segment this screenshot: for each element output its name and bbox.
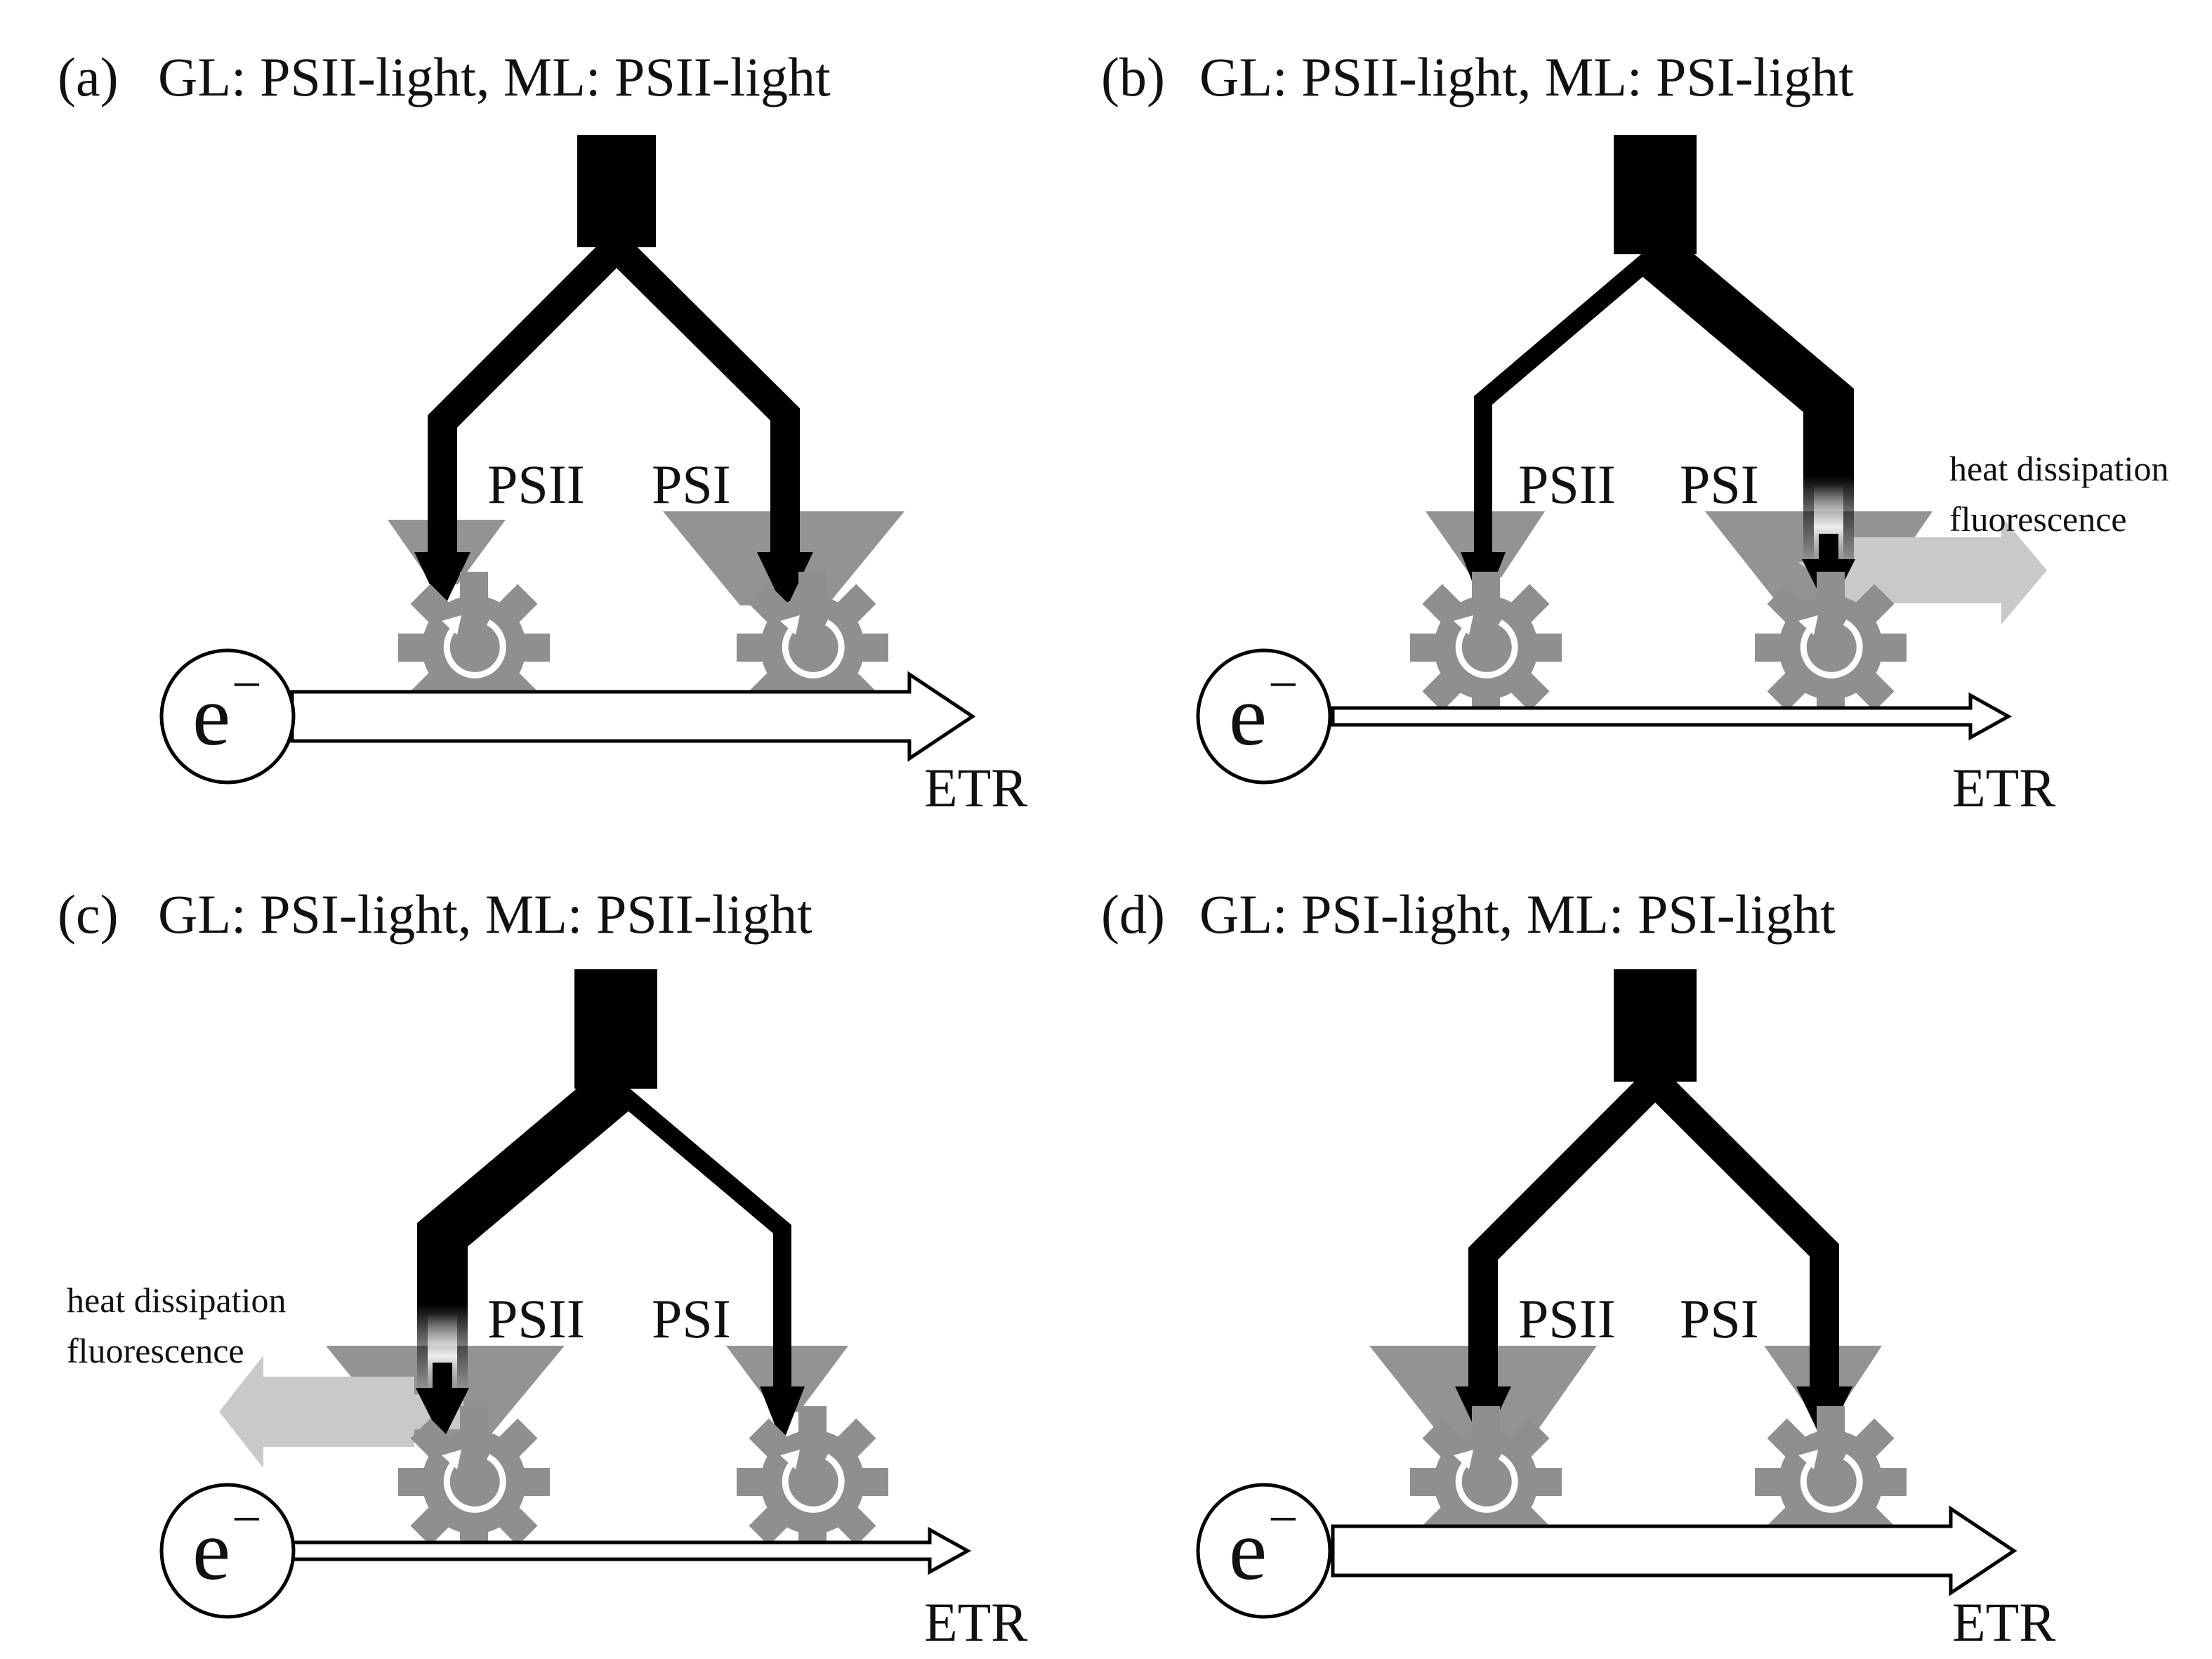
panel-c-title: GL: PSI-light, ML: PSII-light [158, 884, 812, 945]
panel-b-psii-label: PSII [1518, 454, 1616, 515]
panel-c-psi-arrowhead [760, 1386, 805, 1444]
svg-text:e: e [1229, 1503, 1267, 1598]
panel-c-psii-arrowhead [416, 1388, 469, 1441]
panel-d-etr-arrow [1331, 1505, 2017, 1596]
panel-b-title: GL: PSII-light, ML: PSI-light [1199, 46, 1854, 107]
panel-b-loss-arrow [1798, 516, 2047, 624]
panel-c-tag: (c) [58, 884, 119, 945]
panel-c-etr-label: ETR [924, 1592, 1027, 1653]
panel-d-tag: (d) [1101, 884, 1165, 945]
panel-c: (c) GL: PSI-light, ML: PSII-light PSII P… [58, 884, 1027, 1653]
panel-d-psi-label: PSI [1680, 1288, 1759, 1349]
panel-b-etr-arrow [1331, 692, 2013, 741]
panel-c-loss-arrow [219, 1356, 463, 1468]
panel-d: (d) GL: PSI-light, ML: PSI-light PSII PS… [1101, 884, 2055, 1653]
panel-d-psii-label: PSII [1518, 1288, 1616, 1349]
panel-d-etr-label: ETR [1952, 1592, 2055, 1653]
panel-d-electron-icon: e − [1196, 1483, 1332, 1619]
panel-b-psi-gear-icon [1755, 572, 1907, 723]
panel-a-psi-label: PSI [652, 454, 731, 515]
panel-a-electron-icon: e − [159, 648, 296, 785]
svg-text:−: − [1268, 655, 1298, 714]
panel-c-psi-label: PSI [652, 1288, 731, 1349]
panel-b-loss-line1: heat dissipation [1949, 449, 2168, 488]
panel-b-excitation-flow [1461, 135, 1855, 612]
panel-a-excitation-flow [414, 135, 813, 611]
panel-a-psii-arrowhead [414, 552, 470, 611]
panel-c-psii-label: PSII [487, 1288, 585, 1349]
svg-text:e: e [192, 1503, 230, 1598]
svg-text:e: e [1229, 669, 1267, 763]
panel-a-etr-arrow [290, 671, 976, 762]
panel-b-psi-label: PSI [1680, 454, 1759, 515]
panel-c-loss-line1: heat dissipation [67, 1280, 286, 1320]
panel-c-electron-icon: e − [159, 1483, 296, 1619]
panel-c-loss-line2: fluorescence [67, 1331, 244, 1370]
panel-d-title: GL: PSI-light, ML: PSI-light [1199, 884, 1836, 945]
panel-c-psii-gear-icon [398, 1406, 550, 1558]
svg-text:e: e [192, 669, 230, 763]
panel-b-electron-icon: e − [1196, 648, 1332, 785]
panel-c-psi-gear-icon [737, 1406, 888, 1558]
panel-a-tag: (a) [58, 46, 119, 107]
panel-a: (a) GL: PSII-light, ML: PSII-light PSII … [58, 46, 1027, 818]
panel-b-etr-label: ETR [1952, 757, 2055, 818]
svg-text:−: − [232, 1490, 262, 1549]
panel-b-psii-gear-icon [1410, 572, 1562, 723]
panel-b-loss-line2: fluorescence [1949, 499, 2127, 539]
panel-a-psi-arrowhead [757, 552, 813, 611]
panel-c-etr-arrow [290, 1526, 972, 1575]
panel-b: (b) GL: PSII-light, ML: PSI-light PSII P… [1101, 46, 2168, 818]
panel-a-title: GL: PSII-light, ML: PSII-light [158, 46, 831, 107]
panel-a-psii-label: PSII [487, 454, 585, 515]
panel-c-excitation-flow [416, 969, 805, 1444]
svg-text:−: − [232, 655, 262, 714]
panel-b-tag: (b) [1101, 46, 1165, 107]
svg-text:−: − [1268, 1490, 1298, 1549]
panel-a-etr-label: ETR [924, 757, 1027, 818]
